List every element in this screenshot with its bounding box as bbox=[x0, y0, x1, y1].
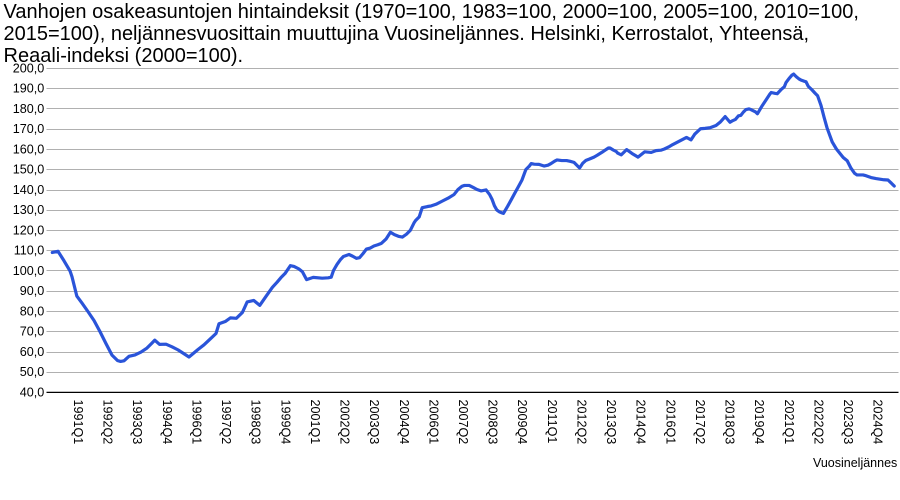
svg-text:100,0: 100,0 bbox=[13, 264, 45, 278]
svg-text:190,0: 190,0 bbox=[13, 82, 45, 96]
svg-text:2015=100), neljännesvuosittain: 2015=100), neljännesvuosittain muuttujin… bbox=[4, 23, 810, 45]
svg-text:200,0: 200,0 bbox=[13, 61, 45, 75]
svg-text:2007Q2: 2007Q2 bbox=[456, 400, 470, 445]
svg-text:150,0: 150,0 bbox=[13, 163, 45, 177]
svg-text:2008Q3: 2008Q3 bbox=[486, 400, 500, 445]
svg-text:2014Q4: 2014Q4 bbox=[634, 400, 648, 445]
svg-text:1999Q4: 1999Q4 bbox=[278, 400, 292, 445]
svg-text:1991Q1: 1991Q1 bbox=[71, 400, 85, 445]
svg-text:160,0: 160,0 bbox=[13, 142, 45, 156]
svg-text:2019Q4: 2019Q4 bbox=[752, 400, 766, 445]
svg-text:Vuosineljännes: Vuosineljännes bbox=[813, 456, 897, 470]
svg-text:90,0: 90,0 bbox=[20, 284, 45, 298]
svg-text:1998Q3: 1998Q3 bbox=[249, 400, 263, 445]
svg-text:2006Q1: 2006Q1 bbox=[426, 400, 440, 445]
svg-text:40,0: 40,0 bbox=[20, 385, 45, 399]
svg-text:1996Q1: 1996Q1 bbox=[189, 400, 203, 445]
svg-text:60,0: 60,0 bbox=[20, 345, 45, 359]
svg-text:2024Q4: 2024Q4 bbox=[871, 400, 885, 445]
svg-text:Vanhojen osakeasuntojen hintai: Vanhojen osakeasuntojen hintaindeksit (1… bbox=[4, 1, 859, 23]
svg-text:120,0: 120,0 bbox=[13, 223, 45, 237]
svg-text:2022Q2: 2022Q2 bbox=[811, 400, 825, 445]
svg-text:1997Q2: 1997Q2 bbox=[219, 400, 233, 445]
svg-text:2003Q3: 2003Q3 bbox=[367, 400, 381, 445]
svg-text:70,0: 70,0 bbox=[20, 325, 45, 339]
svg-text:2017Q2: 2017Q2 bbox=[693, 400, 707, 445]
svg-text:110,0: 110,0 bbox=[14, 244, 45, 258]
svg-text:1993Q3: 1993Q3 bbox=[130, 400, 144, 445]
svg-text:Reaali-indeksi (2000=100).: Reaali-indeksi (2000=100). bbox=[4, 45, 244, 67]
svg-text:80,0: 80,0 bbox=[20, 304, 45, 318]
svg-text:2012Q2: 2012Q2 bbox=[574, 400, 588, 445]
svg-text:2016Q1: 2016Q1 bbox=[663, 400, 677, 445]
svg-text:2023Q3: 2023Q3 bbox=[841, 400, 855, 445]
svg-text:1992Q2: 1992Q2 bbox=[101, 400, 115, 445]
svg-text:140,0: 140,0 bbox=[13, 183, 45, 197]
svg-text:170,0: 170,0 bbox=[13, 122, 45, 136]
svg-text:2021Q1: 2021Q1 bbox=[782, 400, 796, 445]
svg-text:1994Q4: 1994Q4 bbox=[160, 400, 174, 445]
svg-text:2013Q3: 2013Q3 bbox=[604, 400, 618, 445]
svg-text:2001Q1: 2001Q1 bbox=[308, 400, 322, 445]
svg-text:130,0: 130,0 bbox=[13, 203, 45, 217]
svg-text:180,0: 180,0 bbox=[13, 102, 45, 116]
svg-text:2002Q2: 2002Q2 bbox=[338, 400, 352, 445]
svg-text:2009Q4: 2009Q4 bbox=[515, 400, 529, 445]
svg-text:50,0: 50,0 bbox=[20, 365, 45, 379]
svg-text:2004Q4: 2004Q4 bbox=[397, 400, 411, 445]
svg-text:2011Q1: 2011Q1 bbox=[545, 400, 559, 444]
svg-text:2018Q3: 2018Q3 bbox=[723, 400, 737, 445]
